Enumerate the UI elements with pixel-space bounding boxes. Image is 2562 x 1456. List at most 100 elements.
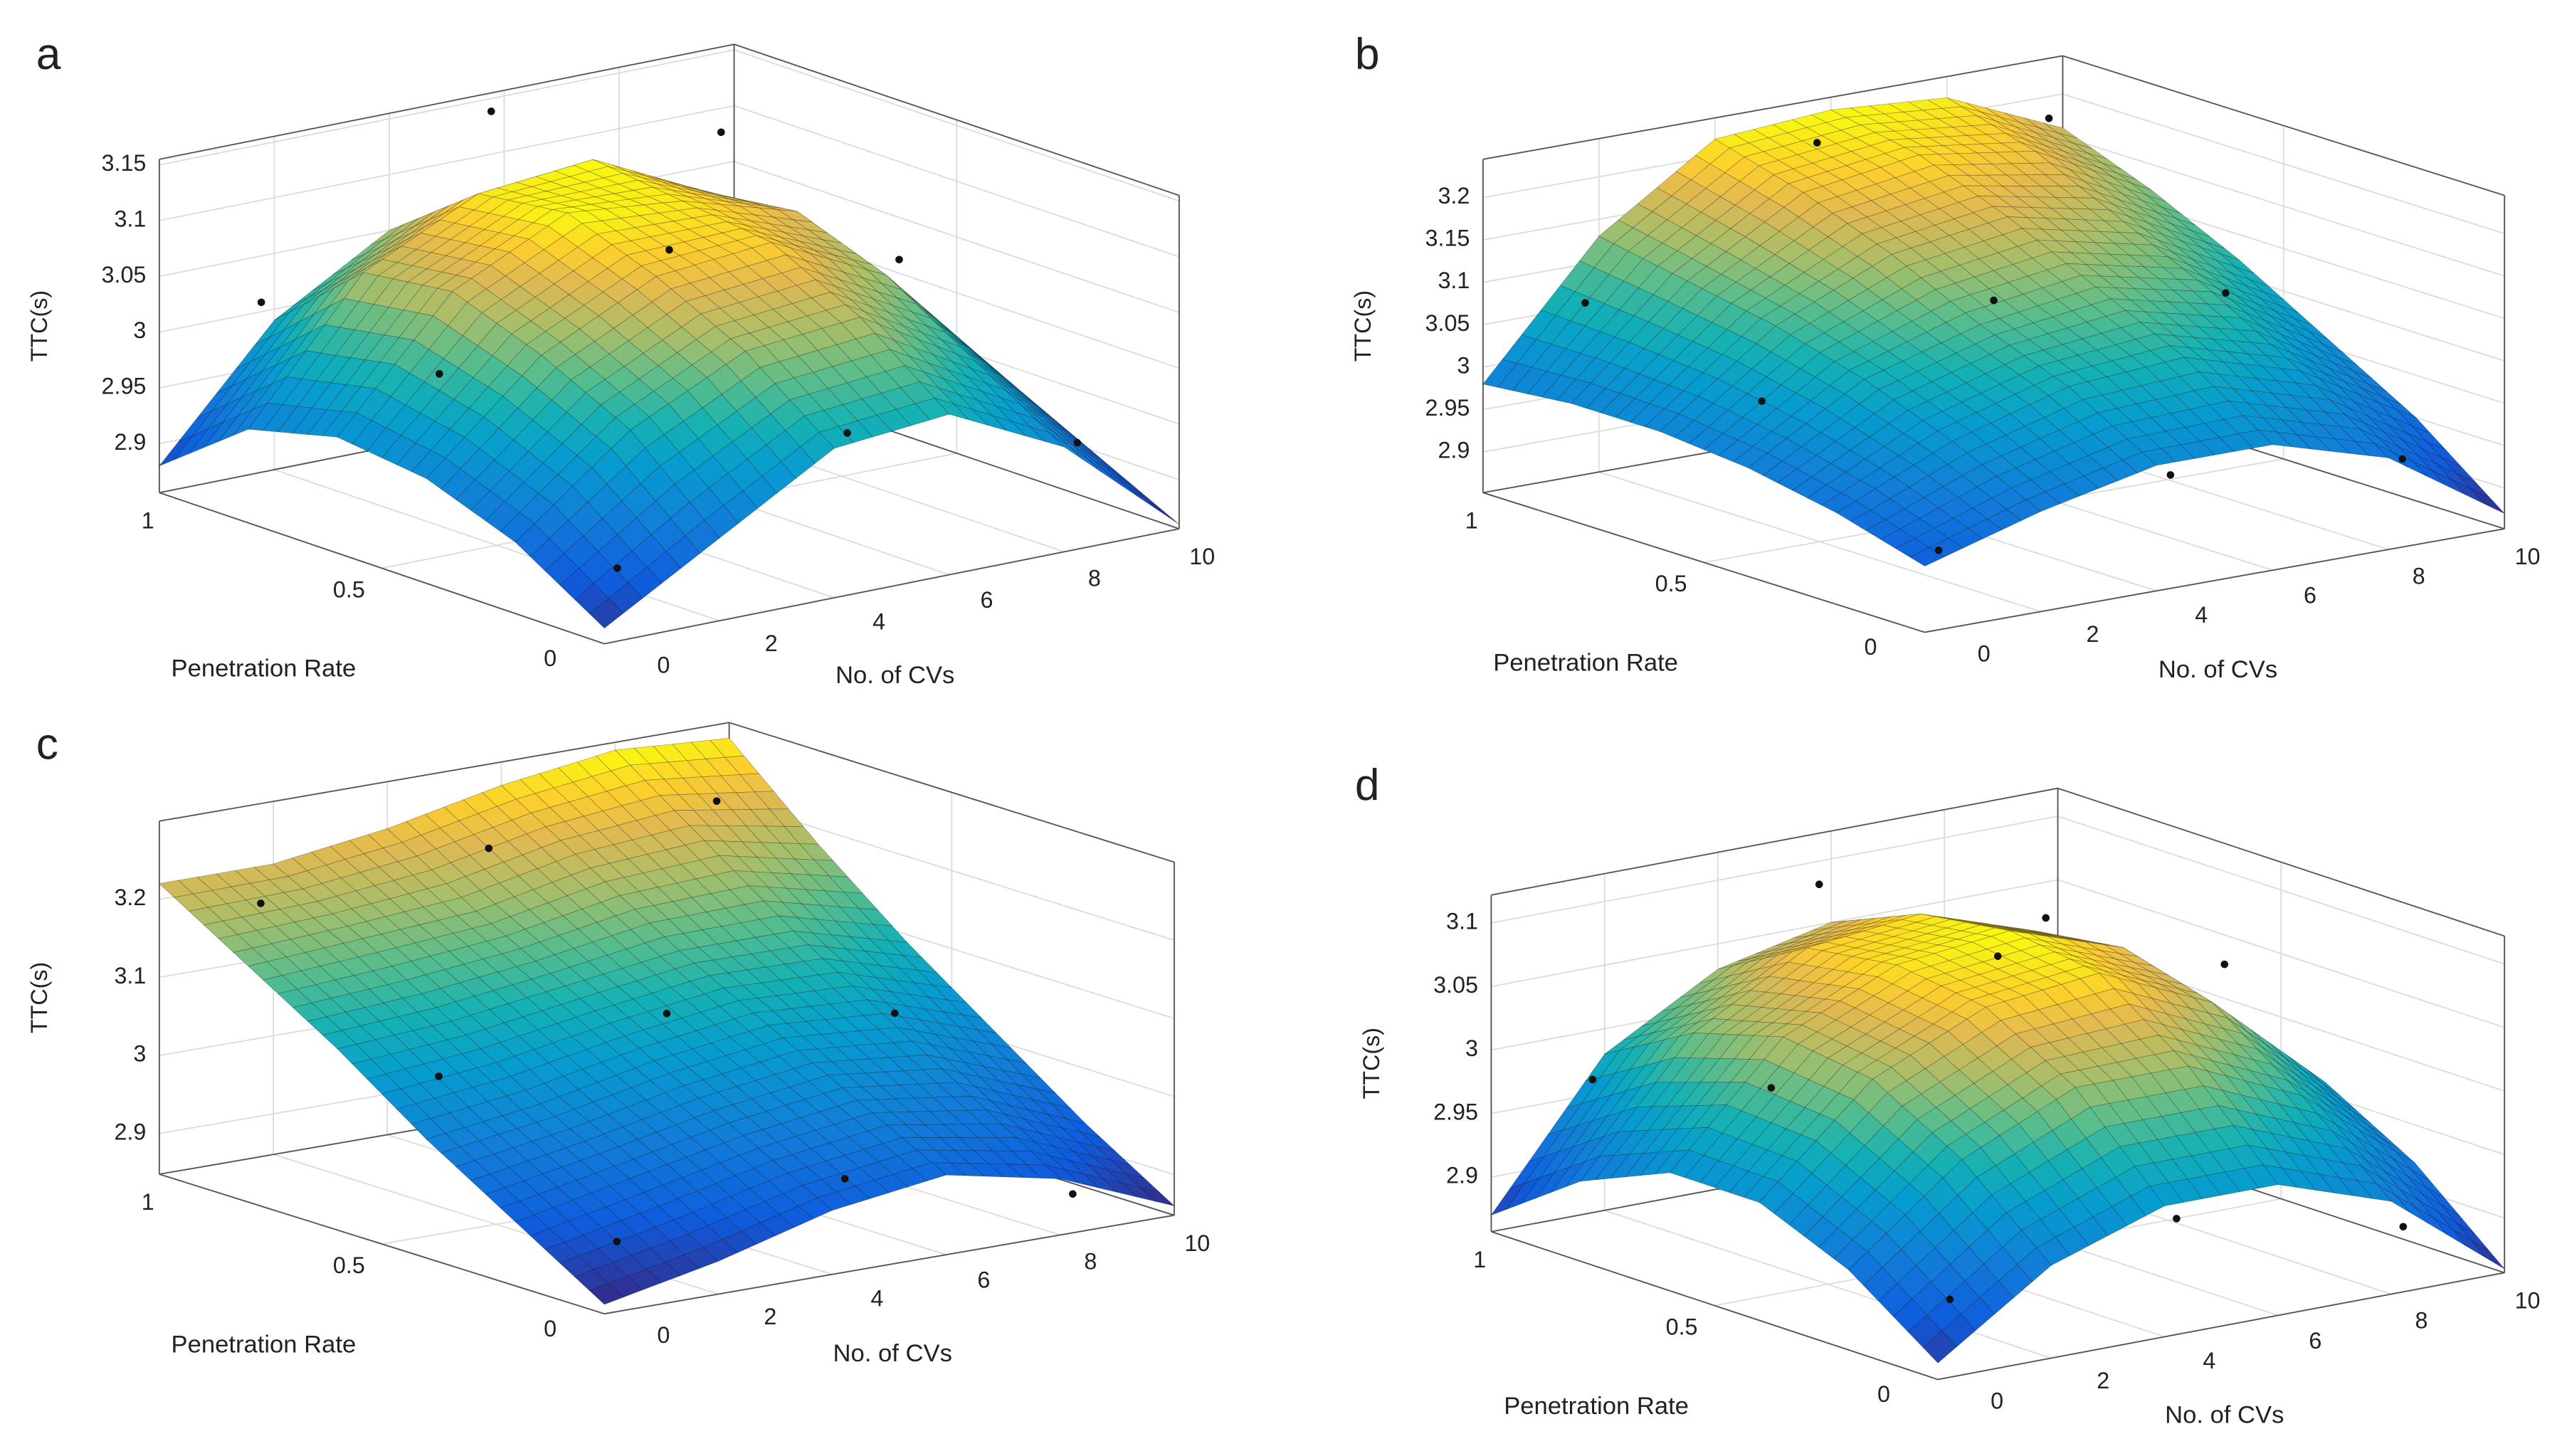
z-tick-label: 2.9 (1446, 1163, 1478, 1188)
surface-patch (898, 331, 933, 355)
panel: 0 2 4 6 8 10 0 0.5 1 2.9 2.95 3 3.05 3.1 3.15 No. of CV… (26, 30, 1215, 689)
surface-patch (376, 233, 411, 255)
data-point (2173, 1215, 2181, 1223)
surface-patch (731, 217, 766, 229)
data-point (1069, 1190, 1077, 1198)
data-point (485, 844, 493, 853)
x-axis-label: No. of CVs (2165, 1402, 2284, 1429)
surface-patch (640, 260, 676, 277)
z-tick-label: 2.95 (1425, 395, 1470, 421)
data-point (895, 255, 903, 264)
data-point (843, 429, 851, 437)
panel-label: b (1355, 30, 1380, 79)
data-point (665, 246, 673, 254)
grid-line (734, 105, 1180, 258)
surface-patch (411, 450, 446, 479)
surface-patch (784, 232, 818, 246)
surface-patch (203, 415, 239, 448)
surface-patch (337, 412, 372, 445)
panel-label: c (36, 719, 58, 769)
data-point (1767, 1084, 1776, 1092)
axis-line (159, 43, 734, 160)
surface-patch (248, 403, 283, 431)
surface-patch (670, 181, 705, 191)
z-tick-label: 2.9 (114, 1119, 146, 1144)
surface-patch (369, 223, 404, 246)
surface-patch (352, 420, 387, 452)
data-point (1581, 299, 1589, 307)
data-point (257, 900, 265, 907)
data-point (1813, 139, 1821, 147)
data-point (2166, 471, 2175, 479)
surface-patch (530, 181, 566, 191)
surface-patch (615, 403, 650, 431)
surface-patch (837, 249, 872, 265)
x-tick-label: 4 (2203, 1348, 2215, 1373)
z-tick-label: 3.15 (1425, 226, 1470, 251)
surface-patch (727, 221, 761, 233)
z-tick-label: 3.1 (114, 963, 146, 988)
x-tick-label: 2 (2086, 621, 2099, 647)
x-axis-label: No. of CVs (835, 662, 954, 689)
z-axis-label: TTC(s) (1359, 1028, 1384, 1099)
surface-patch (813, 249, 848, 265)
z-tick-label: 2.9 (114, 429, 146, 455)
z-tick-label: 3.05 (102, 262, 147, 287)
x-tick-label: 8 (1084, 1249, 1097, 1275)
data-point (2398, 455, 2406, 463)
x-tick-label: 6 (980, 587, 993, 613)
x-tick-label: 4 (873, 609, 885, 635)
z-axis-label: TTC(s) (26, 962, 52, 1033)
x-axis-label: No. of CVs (2158, 656, 2277, 683)
surface-patch (961, 384, 997, 407)
z-axis-label: TTC(s) (26, 290, 52, 362)
surface-patch (843, 271, 878, 292)
x-tick-label: 8 (1088, 566, 1101, 591)
y-tick-label: 0.5 (1666, 1314, 1698, 1339)
y-tick-label: 1 (1473, 1247, 1486, 1272)
data-point (712, 797, 721, 805)
x-tick-label: 4 (870, 1285, 883, 1311)
z-tick-label: 3.1 (1438, 268, 1470, 293)
z-tick-label: 3 (1457, 352, 1470, 378)
z-tick-label: 3 (1465, 1035, 1478, 1061)
x-tick-label: 2 (765, 631, 778, 656)
z-tick-label: 3.05 (1433, 972, 1478, 998)
data-point (2220, 960, 2229, 969)
surface-patch (346, 246, 381, 269)
grid-line (734, 160, 1180, 313)
x-tick-label: 6 (977, 1267, 990, 1292)
y-axis-label: Penetration Rate (1504, 1393, 1689, 1420)
z-tick-label: 3 (133, 317, 146, 343)
grid-line (734, 49, 1180, 202)
x-tick-label: 6 (2309, 1328, 2321, 1354)
surface-patch (178, 410, 213, 442)
surface-patch (1126, 485, 1161, 512)
y-tick-label: 0.5 (333, 1252, 365, 1278)
panel: 0 2 4 6 8 10 0 0.5 1 2.9 3 3.1 3.2 No. of CVs Penetrat… (26, 719, 1210, 1367)
data-point (1073, 438, 1081, 447)
x-tick-label: 10 (1184, 1230, 1210, 1256)
z-tick-label: 3.05 (1425, 310, 1470, 336)
y-tick-label: 1 (142, 1189, 154, 1215)
x-tick-label: 0 (1991, 1388, 2003, 1413)
axis-line (604, 528, 1180, 645)
data-point (663, 1009, 671, 1018)
y-tick-label: 0 (1864, 634, 1877, 660)
y-tick-label: 0 (544, 645, 557, 671)
surface-patch (380, 226, 415, 248)
surface-patch (425, 206, 460, 227)
z-tick-label: 3.1 (114, 206, 146, 232)
surface-patch (342, 253, 376, 276)
surface-patch (569, 171, 605, 183)
surface-patch (973, 351, 1008, 381)
surface-patch (707, 221, 743, 233)
surface-patch (552, 206, 587, 213)
x-tick-label: 10 (2515, 544, 2541, 569)
surface-patch (361, 240, 396, 262)
x-tick-label: 8 (2413, 563, 2425, 589)
y-tick-label: 0 (1877, 1381, 1890, 1407)
z-tick-label: 3.2 (1438, 183, 1470, 209)
data-point (2045, 114, 2053, 122)
x-tick-label: 0 (657, 652, 670, 677)
